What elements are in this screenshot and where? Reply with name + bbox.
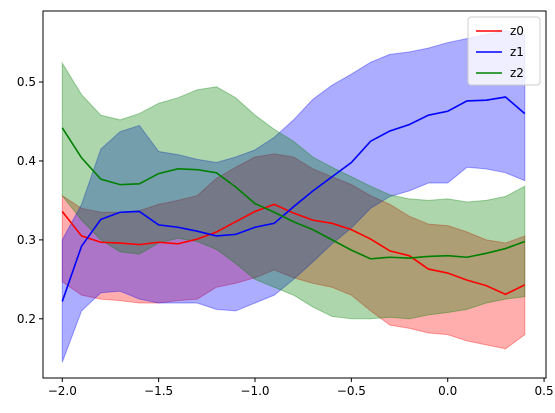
- legend-label-z0: z0: [510, 24, 524, 38]
- x-tick-label: 0.0: [438, 384, 457, 398]
- legend-box: [467, 16, 541, 86]
- y-tick-label: 0.2: [17, 312, 36, 326]
- x-axis-ticks: −2.0 −1.5 −1.0 −0.5 0.0 0.5: [48, 378, 554, 398]
- band-z1: [61, 30, 526, 363]
- y-tick-label: 0.3: [17, 233, 36, 247]
- line-z0: [61, 203, 526, 296]
- series-lines: [61, 96, 526, 302]
- x-tick-label: −2.0: [48, 384, 77, 398]
- x-tick-label: 0.5: [535, 384, 554, 398]
- line-z2: [61, 127, 526, 260]
- legend: z0 z1 z2: [467, 16, 541, 86]
- confidence-bands: [61, 30, 526, 363]
- x-tick-label: −1.5: [144, 384, 173, 398]
- x-tick-label: −1.0: [240, 384, 269, 398]
- x-tick-label: −0.5: [337, 384, 366, 398]
- plot-frame: [42, 10, 547, 379]
- legend-label-z1: z1: [510, 45, 524, 59]
- legend-label-z2: z2: [510, 66, 524, 80]
- line-z1: [61, 96, 526, 302]
- y-axis-ticks: 0.2 0.3 0.4 0.5: [17, 75, 43, 326]
- band-z0: [61, 153, 526, 350]
- y-tick-label: 0.5: [17, 75, 36, 89]
- y-tick-label: 0.4: [17, 154, 36, 168]
